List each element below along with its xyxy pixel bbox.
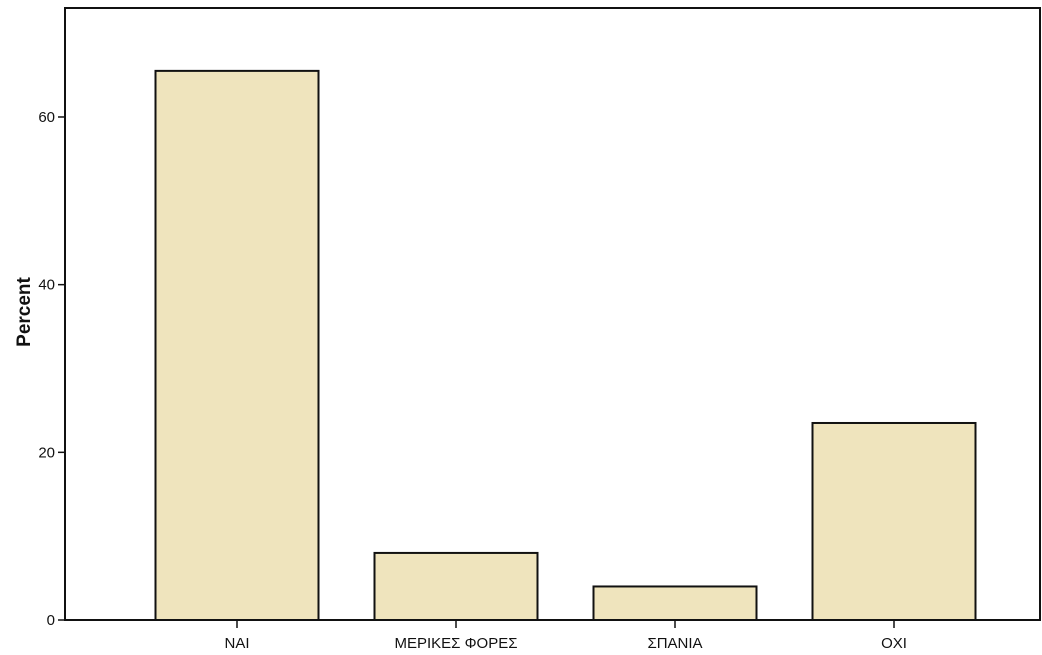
bar-3	[592, 585, 758, 622]
y-tick-label: 60	[38, 109, 55, 126]
bar-2	[373, 551, 539, 622]
plot-frame	[64, 7, 1041, 621]
x-axis: ΝΑΙ ΜΕΡΙΚΕΣ ΦΟΡΕΣ ΣΠΑΝΙΑ ΟΧΙ	[224, 620, 907, 652]
x-tick-label: ΟΧΙ	[881, 635, 907, 652]
bar-4	[811, 421, 977, 621]
x-tick-label: ΜΕΡΙΚΕΣ ΦΟΡΕΣ	[394, 635, 517, 652]
y-tick-label: 20	[38, 444, 55, 461]
y-axis-title: Percent	[14, 276, 35, 346]
x-tick-label: ΣΠΑΝΙΑ	[647, 635, 702, 652]
bar-1	[154, 69, 320, 621]
y-axis: 0 20 40 60	[38, 109, 65, 629]
y-tick-label: 0	[47, 612, 55, 629]
y-tick-label: 40	[38, 277, 55, 294]
x-tick-label: ΝΑΙ	[224, 635, 249, 652]
bars-group	[154, 69, 977, 622]
